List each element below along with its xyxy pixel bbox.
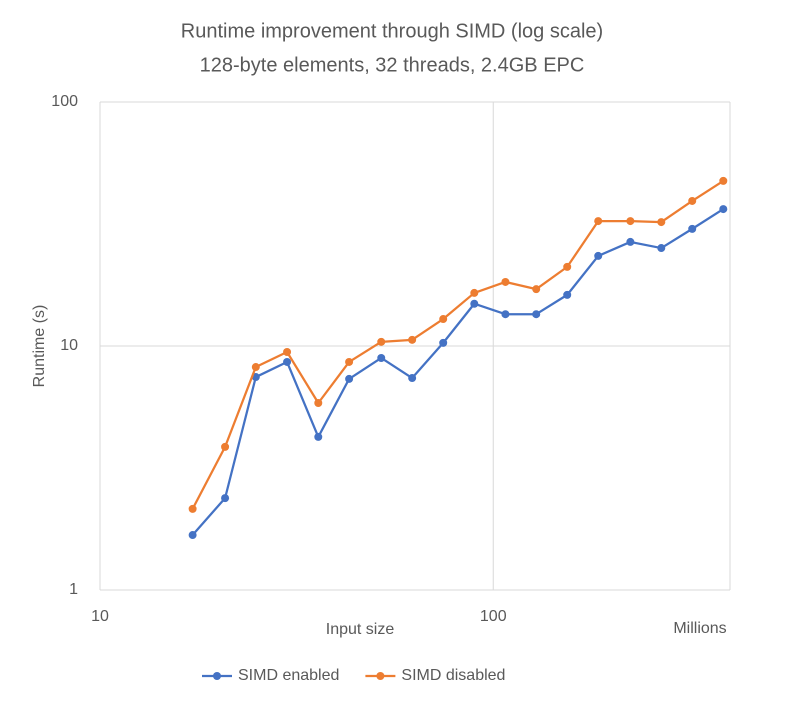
data-point xyxy=(626,217,635,226)
data-point xyxy=(626,237,635,246)
y-tick-label: 100 xyxy=(51,93,78,110)
legend-label: SIMD disabled xyxy=(401,667,505,684)
data-point xyxy=(314,398,323,407)
data-point xyxy=(188,531,197,540)
data-point xyxy=(345,357,354,366)
x-axis-label: Input size xyxy=(326,621,395,638)
data-point xyxy=(439,315,448,324)
data-point xyxy=(188,504,197,513)
data-point xyxy=(221,494,230,503)
data-point xyxy=(532,285,541,294)
data-point xyxy=(563,290,572,299)
data-point xyxy=(221,442,230,451)
data-point xyxy=(719,176,728,185)
data-point xyxy=(345,374,354,383)
y-tick-label: 1 xyxy=(69,581,78,598)
data-point xyxy=(501,277,510,286)
data-point xyxy=(688,224,697,233)
data-point xyxy=(283,357,292,366)
series-line xyxy=(191,179,724,510)
data-point xyxy=(594,251,603,260)
data-point xyxy=(377,353,386,362)
data-point xyxy=(501,310,510,319)
series-line xyxy=(191,208,724,536)
data-point xyxy=(532,310,541,319)
data-point xyxy=(408,374,417,383)
data-point xyxy=(251,363,260,372)
data-point xyxy=(470,288,479,297)
x-tick-label: 100 xyxy=(480,608,507,625)
legend-label: SIMD enabled xyxy=(238,667,339,684)
data-point xyxy=(563,262,572,271)
data-point xyxy=(470,299,479,308)
data-point xyxy=(408,335,417,344)
data-point xyxy=(594,217,603,226)
y-tick-label: 10 xyxy=(60,337,78,354)
legend-swatch-marker xyxy=(376,672,385,680)
x-unit-label: Millions xyxy=(673,620,726,637)
x-tick-label: 10 xyxy=(91,608,109,625)
data-point xyxy=(283,347,292,356)
data-point xyxy=(719,205,728,214)
chart-title: Runtime improvement through SIMD (log sc… xyxy=(181,20,603,42)
legend-swatch-marker xyxy=(213,672,221,680)
chart-subtitle: 128-byte elements, 32 threads, 2.4GB EPC xyxy=(200,54,585,76)
data-point xyxy=(314,432,323,441)
data-point xyxy=(439,338,448,347)
data-point xyxy=(377,337,386,346)
data-point xyxy=(657,244,666,253)
data-point xyxy=(688,196,697,205)
data-point xyxy=(657,218,666,227)
y-axis-label: Runtime (s) xyxy=(31,305,48,388)
